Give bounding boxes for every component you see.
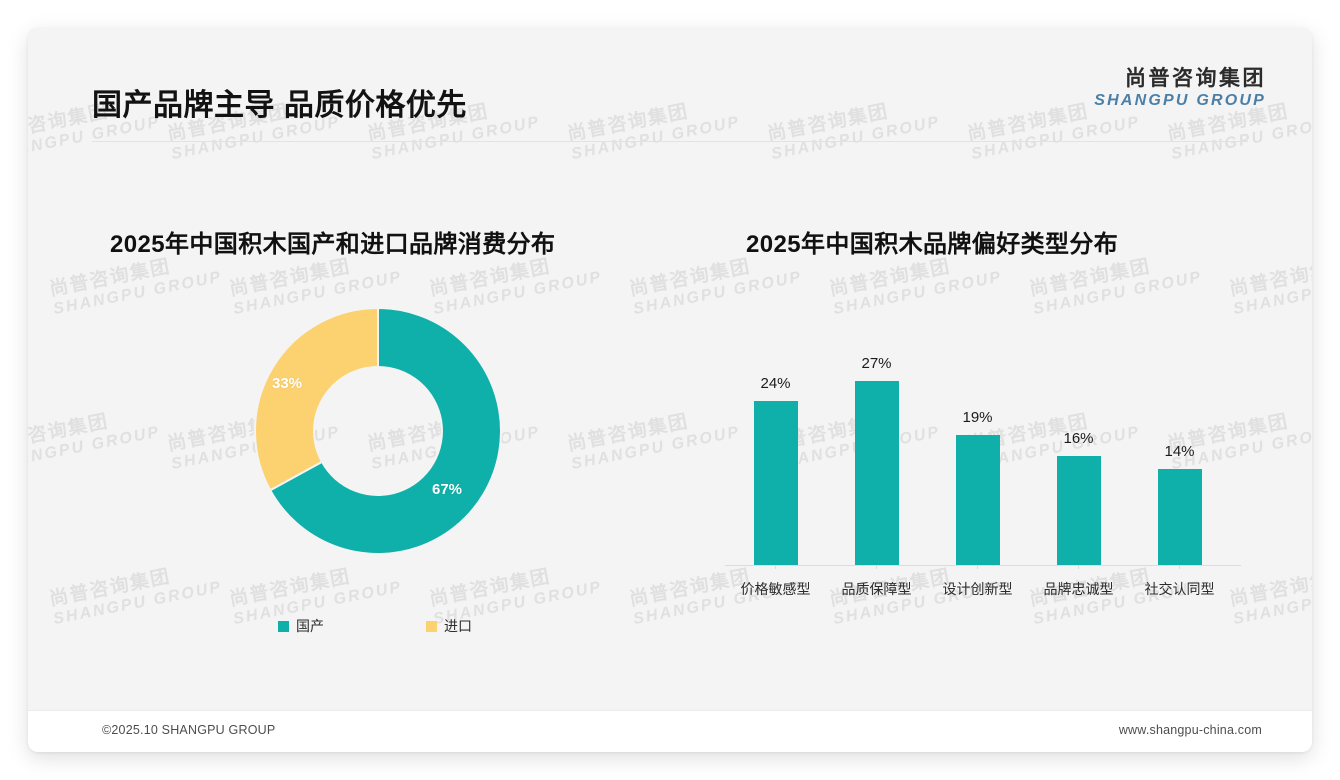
header-divider xyxy=(92,141,1248,142)
bar-category-label: 设计创新型 xyxy=(942,581,1013,597)
legend-swatch-icon xyxy=(278,620,289,632)
bar-axis-baseline xyxy=(725,565,1241,566)
donut-slice-国产[interactable] xyxy=(268,306,502,555)
bar-category-label: 品质保障型 xyxy=(841,581,912,597)
bar-category-label: 价格敏感型 xyxy=(740,581,811,597)
bar-category-labels: 价格敏感型 品质保障型 设计创新型 品牌忠诚型 社交认同型 xyxy=(718,579,1248,599)
bar-社交认同型[interactable] xyxy=(1158,469,1202,565)
brand-name-cn: 尚普咨询集团 xyxy=(1125,67,1266,90)
axis-tick xyxy=(1179,565,1180,569)
page-title: 国产品牌主导 品质价格优先 xyxy=(92,89,467,122)
bar-品质保障型[interactable] xyxy=(855,380,899,565)
brand-logo: 尚普咨询集团 SHANGPU GROUP xyxy=(1094,66,1266,112)
donut-chart: 67% 33% xyxy=(250,303,506,559)
charts-area: 2025年中国积木国产和进口品牌消费分布 67% 33% 国产 进口 2025年… xyxy=(28,28,1312,752)
slide-footer: ©2025.10 SHANGPU GROUP www.shangpu-china… xyxy=(28,710,1312,752)
bar-category-label: 社交认同型 xyxy=(1144,581,1215,597)
axis-tick xyxy=(876,565,877,569)
donut-slice-label-domestic: 67% xyxy=(432,481,463,498)
donut-legend: 国产 进口 xyxy=(278,616,472,636)
legend-label: 国产 xyxy=(296,618,324,634)
legend-item-imported: 进口 xyxy=(426,616,472,636)
donut-chart-title: 2025年中国积木国产和进口品牌消费分布 xyxy=(110,231,556,258)
legend-item-domestic: 国产 xyxy=(278,616,324,636)
axis-tick xyxy=(775,565,776,569)
bar-品牌忠诚型[interactable] xyxy=(1057,455,1101,565)
bar-plot-area: 24% 27% 19% 16% 14% xyxy=(718,298,1248,565)
bar-chart-title: 2025年中国积木品牌偏好类型分布 xyxy=(746,231,1119,258)
bar-column: 27% xyxy=(826,298,927,565)
bar-设计创新型[interactable] xyxy=(956,435,1000,565)
footer-divider xyxy=(28,710,1312,711)
bar-value-label: 27% xyxy=(861,354,892,372)
bar-value-label: 24% xyxy=(760,375,791,392)
donut-svg xyxy=(254,306,502,555)
bar-value-label: 19% xyxy=(962,409,993,427)
footer-copyright: ©2025.10 SHANGPU GROUP xyxy=(102,723,276,737)
brand-name-en: SHANGPU GROUP xyxy=(1094,92,1266,110)
legend-label: 进口 xyxy=(444,618,472,634)
axis-tick xyxy=(977,565,978,569)
bar-column: 19% xyxy=(927,298,1028,565)
bar-value-label: 16% xyxy=(1063,429,1094,447)
axis-tick xyxy=(1078,565,1079,569)
slide-canvas: 尚普咨询集团 SHANGPU GROUP 尚普咨询集团 SHANGPU GROUP 尚普… xyxy=(28,28,1312,752)
legend-swatch-icon xyxy=(426,620,437,632)
slide-header: 国产品牌主导 品质价格优先 尚普咨询集团 SHANGPU GROUP xyxy=(28,28,1312,122)
bar-value-label: 14% xyxy=(1164,443,1195,461)
bar-category-label: 品牌忠诚型 xyxy=(1043,581,1114,597)
bar-column: 24% xyxy=(725,298,826,565)
bar-chart: 24% 27% 19% 16% 14% 价格敏感型 品质保障型 设计创新型 品牌忠诚型 社交认同… xyxy=(718,298,1248,608)
bar-价格敏感型[interactable] xyxy=(754,401,798,565)
footer-website[interactable]: www.shangpu-china.com xyxy=(1118,723,1262,737)
bar-column: 16% xyxy=(1028,298,1129,565)
bar-column: 14% xyxy=(1129,298,1230,565)
donut-slice-label-imported: 33% xyxy=(272,375,303,392)
donut-slice-进口[interactable] xyxy=(254,306,379,492)
